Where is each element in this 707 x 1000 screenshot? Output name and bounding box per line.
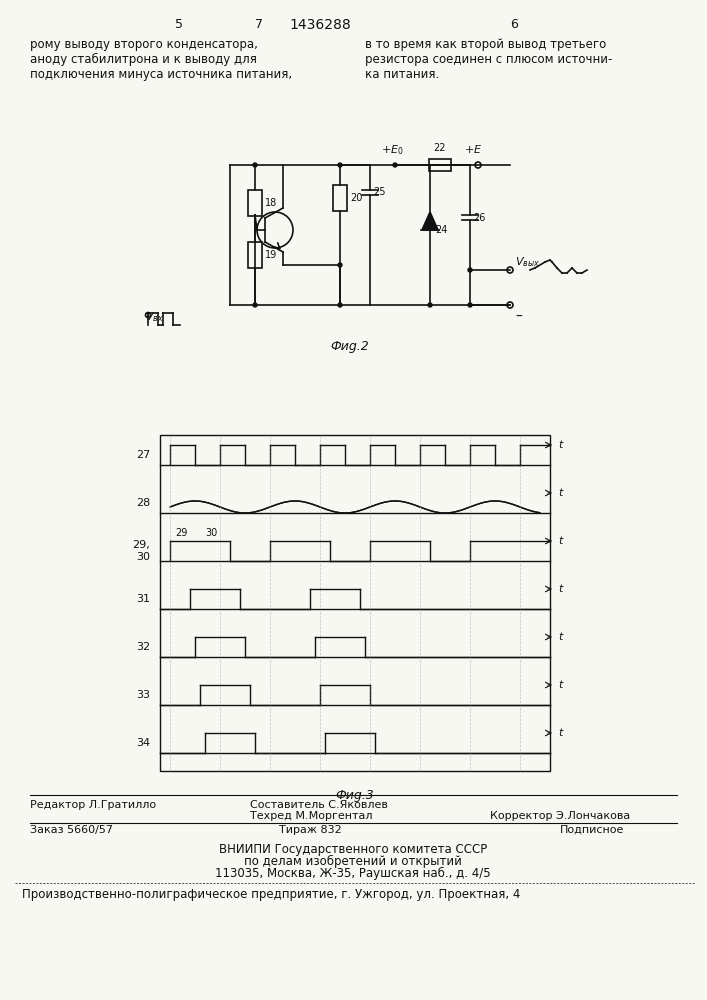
Text: 18: 18 — [265, 198, 277, 208]
Text: Производственно-полиграфическое предприятие, г. Ужгород, ул. Проектная, 4: Производственно-полиграфическое предприя… — [22, 888, 520, 901]
Text: Тираж 832: Тираж 832 — [279, 825, 341, 835]
Text: 29,
30: 29, 30 — [132, 540, 150, 562]
Text: 22: 22 — [434, 143, 446, 153]
Text: Подписное: Подписное — [560, 825, 624, 835]
Text: рому выводу второго конденсатора,
аноду стабилитрона и к выводу для
подключения : рому выводу второго конденсатора, аноду … — [30, 38, 292, 81]
Text: 19: 19 — [265, 250, 277, 260]
Circle shape — [338, 303, 342, 307]
Text: Фиg.3: Фиg.3 — [336, 789, 375, 802]
Text: t: t — [558, 632, 562, 642]
Text: t: t — [558, 440, 562, 450]
Text: Редактор Л.Гратилло: Редактор Л.Гратилло — [30, 800, 156, 810]
Bar — [160, 435, 550, 771]
Text: t: t — [558, 728, 562, 738]
Text: ВНИИПИ Государственного комитета СССР: ВНИИПИ Государственного комитета СССР — [219, 843, 487, 856]
Text: 29: 29 — [175, 528, 187, 538]
Text: –: – — [515, 310, 522, 324]
Text: Техред М.Моргентал: Техред М.Моргентал — [250, 811, 373, 821]
Text: 24: 24 — [435, 225, 448, 235]
Circle shape — [428, 303, 432, 307]
Text: 27: 27 — [136, 450, 150, 460]
Circle shape — [468, 303, 472, 307]
Text: 5: 5 — [175, 18, 183, 31]
Circle shape — [338, 263, 342, 267]
Text: 6: 6 — [510, 18, 518, 31]
Text: 113035, Москва, Ж-35, Раушская наб., д. 4/5: 113035, Москва, Ж-35, Раушская наб., д. … — [215, 867, 491, 880]
Text: t: t — [558, 488, 562, 498]
Circle shape — [468, 268, 472, 272]
Circle shape — [253, 163, 257, 167]
Text: 31: 31 — [136, 594, 150, 604]
Bar — [429, 159, 451, 171]
Circle shape — [393, 163, 397, 167]
Bar — [248, 242, 262, 268]
Text: по делам изобретений и открытий: по делам изобретений и открытий — [244, 855, 462, 868]
Text: 26: 26 — [473, 213, 486, 223]
Text: 20: 20 — [350, 193, 363, 203]
Text: Заказ 5660/57: Заказ 5660/57 — [30, 825, 113, 835]
Text: $V_{вх}$: $V_{вх}$ — [145, 310, 164, 324]
Text: 33: 33 — [136, 690, 150, 700]
Text: Фиg.2: Фиg.2 — [331, 340, 369, 353]
Circle shape — [338, 163, 342, 167]
Text: $V_{вых}$: $V_{вых}$ — [515, 255, 540, 269]
Bar — [248, 190, 262, 216]
Text: 28: 28 — [136, 498, 150, 508]
Text: в то время как второй вывод третьего
резистора соединен с плюсом источни-
ка пит: в то время как второй вывод третьего рез… — [365, 38, 612, 81]
Polygon shape — [422, 212, 438, 230]
Circle shape — [253, 303, 257, 307]
Text: t: t — [558, 584, 562, 594]
Text: t: t — [558, 680, 562, 690]
Text: 32: 32 — [136, 642, 150, 652]
Text: Корректор Э.Лончакова: Корректор Э.Лончакова — [490, 811, 630, 821]
Text: $+E_0$: $+E_0$ — [380, 143, 404, 157]
Text: 30: 30 — [205, 528, 217, 538]
Text: t: t — [558, 536, 562, 546]
Text: 7: 7 — [255, 18, 263, 31]
Text: Составитель С.Яковлев: Составитель С.Яковлев — [250, 800, 388, 810]
Text: 34: 34 — [136, 738, 150, 748]
Text: 1436288: 1436288 — [289, 18, 351, 32]
Text: 25: 25 — [373, 187, 385, 197]
Text: $+E$: $+E$ — [464, 143, 482, 155]
Bar — [333, 185, 347, 211]
